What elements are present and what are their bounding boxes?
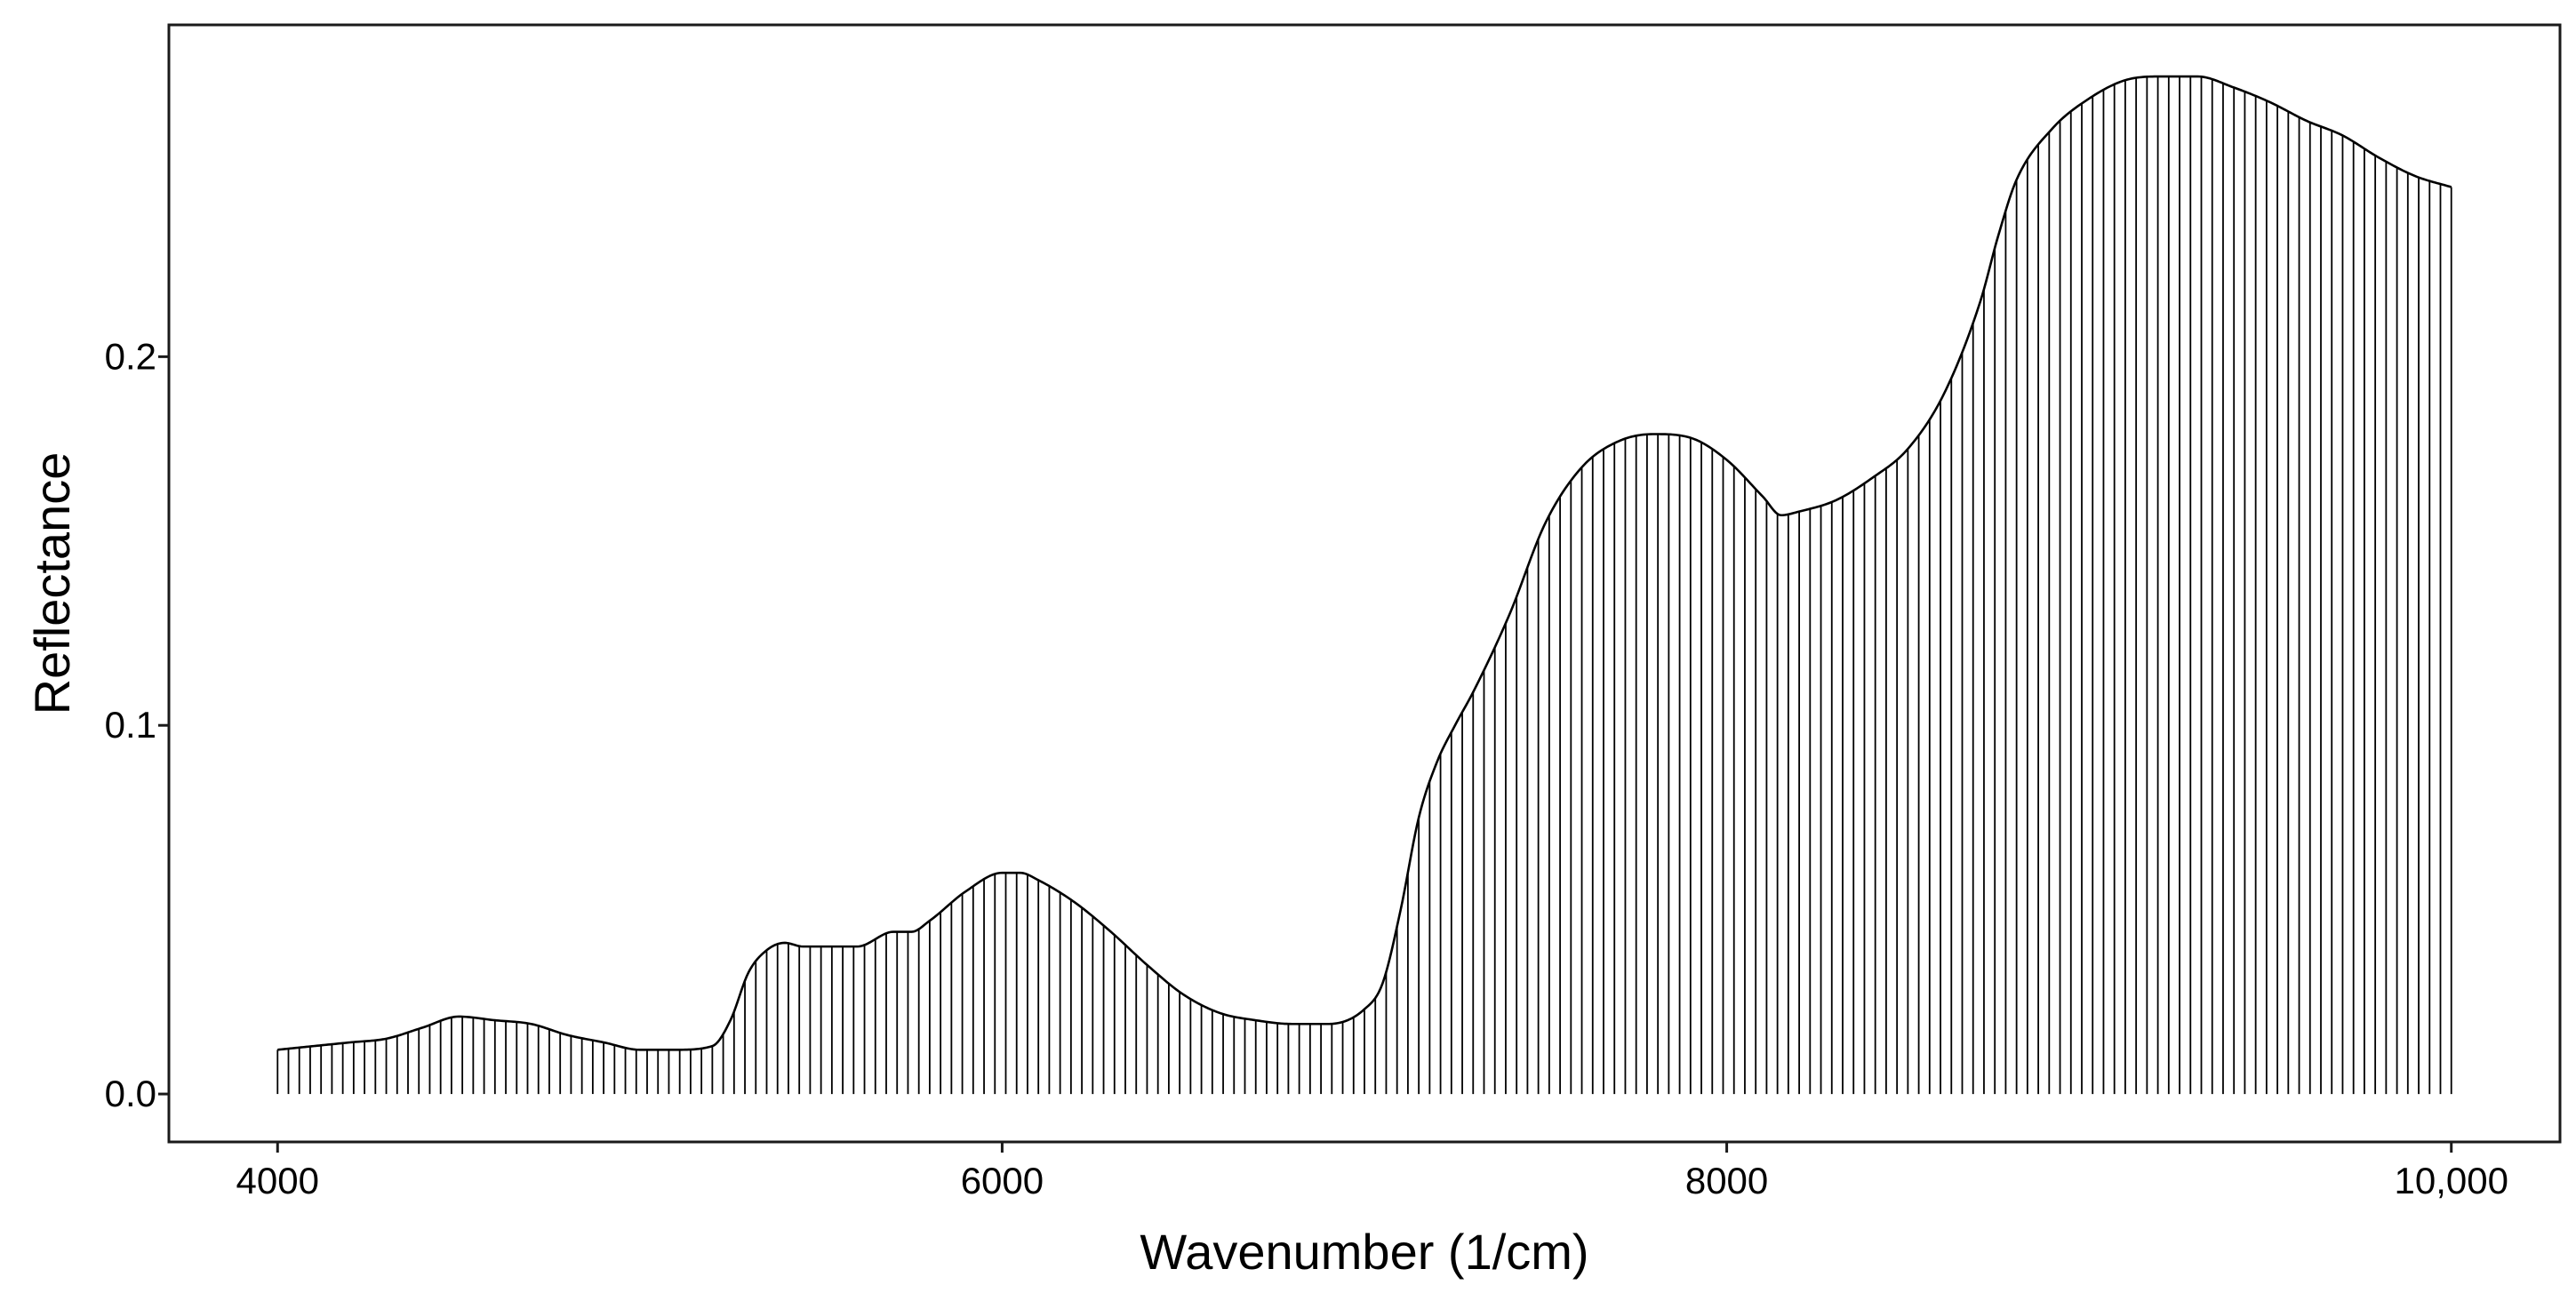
- y-tick-label: 0.2: [105, 335, 156, 377]
- spectrum-curve: [277, 75, 2452, 1051]
- y-tick-label: 0.1: [105, 704, 156, 746]
- y-axis-title: Reflectance: [24, 452, 80, 715]
- x-tick-label: 4000: [236, 1160, 319, 1201]
- x-axis: 4000 6000 8000 10,000: [236, 1142, 2508, 1201]
- x-axis-title: Wavenumber (1/cm): [1140, 1224, 1588, 1280]
- drop-lines: [276, 76, 2452, 1095]
- y-tick-label: 0.0: [105, 1073, 156, 1114]
- x-tick-label: 8000: [1685, 1160, 1768, 1201]
- plot-frame: [167, 23, 2562, 1144]
- y-axis: 0.0 0.1 0.2: [105, 335, 169, 1114]
- x-tick-label: 10,000: [2394, 1160, 2508, 1201]
- x-tick-label: 6000: [961, 1160, 1044, 1201]
